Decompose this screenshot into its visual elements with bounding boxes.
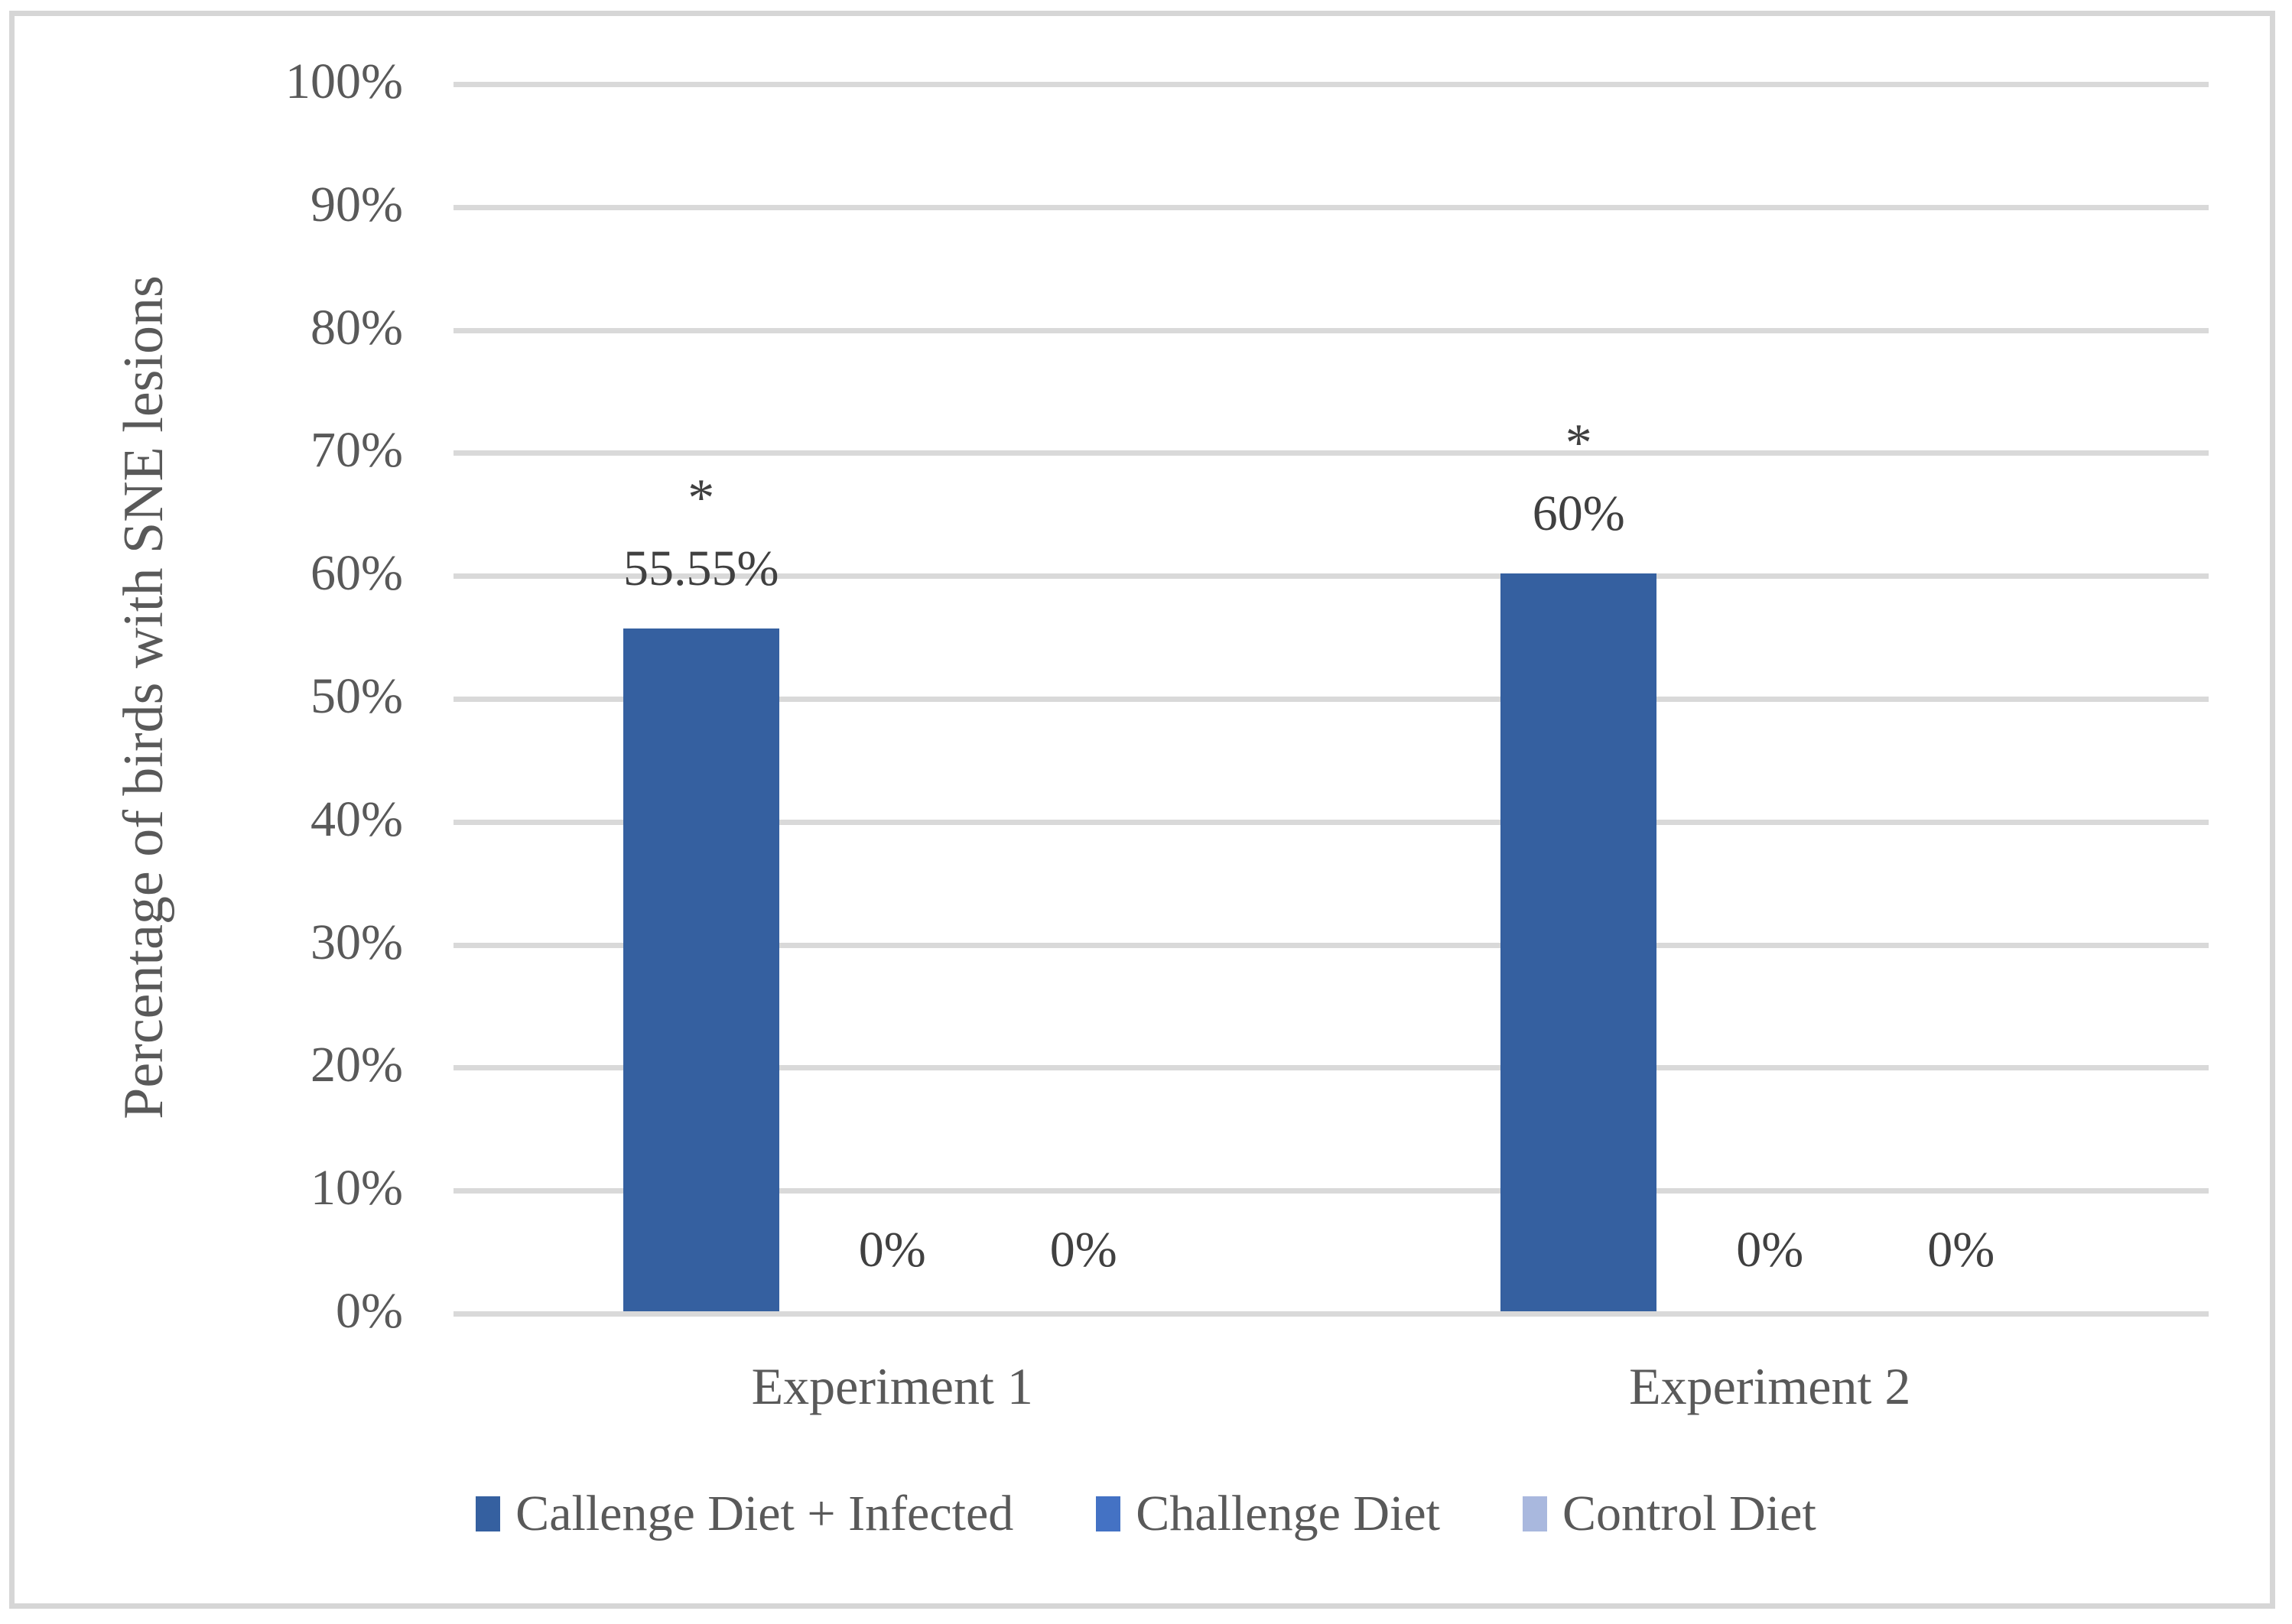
data-label: 60% bbox=[1532, 486, 1625, 542]
legend-item-challenge-diet: Challenge Diet bbox=[1096, 1489, 1440, 1539]
data-label: 0% bbox=[858, 1222, 926, 1278]
legend-label: Challenge Diet bbox=[1136, 1486, 1440, 1541]
legend-item-callenge-diet-infected: Callenge Diet + Infected bbox=[476, 1489, 1013, 1539]
gridline-70 bbox=[454, 450, 2209, 456]
significance-asterisk: * bbox=[688, 468, 715, 528]
chart-plot-border bbox=[9, 11, 2275, 1609]
chart-legend: Callenge Diet + Infected Challenge Diet Co… bbox=[0, 1489, 2292, 1539]
data-label: 55.55% bbox=[623, 540, 779, 596]
data-label: 0% bbox=[1049, 1222, 1117, 1278]
legend-label: Callenge Diet + Infected bbox=[515, 1486, 1014, 1541]
legend-item-control-diet: Control Diet bbox=[1523, 1489, 1816, 1539]
legend-swatch-icon bbox=[476, 1496, 501, 1531]
gridline-100 bbox=[454, 82, 2209, 87]
y-tick-label-90: 90% bbox=[310, 176, 403, 232]
x-category-label-1: Experiment 1 bbox=[751, 1357, 1033, 1415]
data-label: 0% bbox=[1736, 1222, 1804, 1278]
y-tick-label-50: 50% bbox=[310, 668, 403, 724]
gridline-40 bbox=[454, 819, 2209, 825]
y-tick-label-10: 10% bbox=[310, 1160, 403, 1216]
y-tick-label-40: 40% bbox=[310, 791, 403, 847]
y-tick-label-20: 20% bbox=[310, 1037, 403, 1093]
gridline-80 bbox=[454, 327, 2209, 333]
y-tick-label-100: 100% bbox=[285, 54, 403, 109]
bar-callenge-diet-infected-cat1 bbox=[623, 628, 779, 1311]
y-tick-label-30: 30% bbox=[310, 914, 403, 970]
x-category-label-2: Experiment 2 bbox=[1629, 1357, 1911, 1415]
y-tick-label-60: 60% bbox=[310, 545, 403, 602]
gridline-30 bbox=[454, 942, 2209, 948]
significance-asterisk: * bbox=[1565, 414, 1592, 473]
legend-swatch-icon bbox=[1523, 1496, 1547, 1531]
gridline-10 bbox=[454, 1188, 2209, 1194]
legend-label: Control Diet bbox=[1562, 1486, 1816, 1541]
gridline-20 bbox=[454, 1065, 2209, 1071]
y-tick-label-0: 0% bbox=[336, 1283, 403, 1339]
gridline-0 bbox=[454, 1311, 2209, 1317]
legend-swatch-icon bbox=[1096, 1496, 1121, 1531]
gridline-50 bbox=[454, 697, 2209, 702]
gridline-60 bbox=[454, 573, 2209, 580]
y-tick-label-70: 70% bbox=[310, 422, 403, 479]
y-tick-label-80: 80% bbox=[310, 299, 403, 356]
data-label: 0% bbox=[1927, 1222, 1995, 1278]
plot-area: 55.55% * 0% 0% 60% * 0% 0% bbox=[454, 82, 2209, 1317]
bar-callenge-diet-infected-cat2 bbox=[1500, 573, 1657, 1311]
gridline-90 bbox=[454, 204, 2209, 210]
